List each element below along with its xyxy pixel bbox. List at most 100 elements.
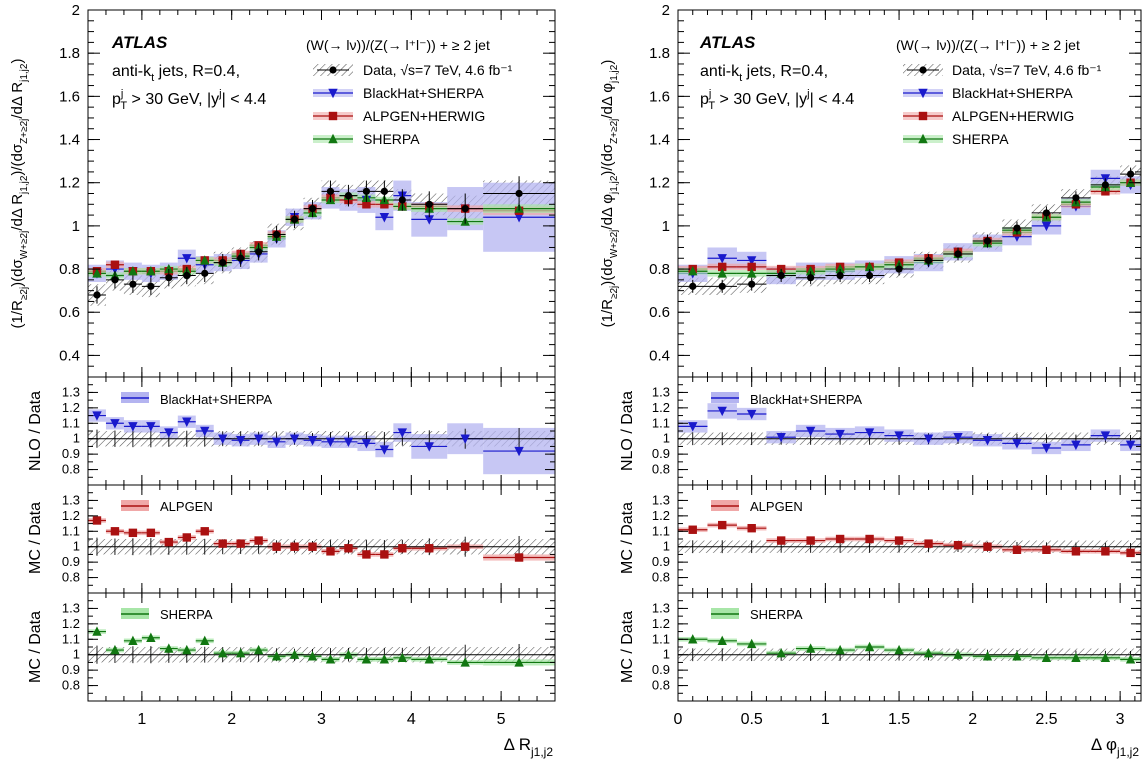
legend-data-label-right: Data, √s=7 TeV, 4.6 fb⁻¹ <box>952 62 1102 78</box>
ratio-sherpa-marker <box>92 626 102 636</box>
ratio-blackhat-marker <box>953 432 963 443</box>
legend-alpgen-label-right: ALPGEN+HERWIG <box>952 108 1074 124</box>
ratio-ytick-label: 1 <box>73 431 80 446</box>
ylabel-ratio-nlo-right: NLO / Data <box>619 391 636 471</box>
ratio-blackhat-marker <box>343 437 354 447</box>
ratio-ytick-label: 1.1 <box>62 631 80 646</box>
data-point <box>954 250 962 258</box>
ratio-blackhat-marker <box>325 437 336 447</box>
data-point <box>290 215 299 224</box>
sherpa-marker <box>128 266 138 276</box>
alpgen-marker <box>380 200 389 209</box>
ytick-label: 0.8 <box>59 261 80 278</box>
legend-data-label: Data, √s=7 TeV, 4.6 fb⁻¹ <box>363 62 513 78</box>
ratio-sherpa-marker <box>1071 652 1081 662</box>
blackhat-marker <box>424 215 434 225</box>
data-point <box>1013 224 1021 232</box>
ratio-blackhat-marker <box>1012 439 1022 449</box>
ratio-sherpa-marker <box>379 654 390 664</box>
ratio-sherpa-marker <box>253 644 264 655</box>
jet-cuts-text: pj T > 30 GeV, |yj| < 4.4 <box>112 88 266 112</box>
ylabel-ratio-mc-right-1: MC / Data <box>619 502 636 574</box>
ratio-sherpa-marker <box>805 643 816 653</box>
ratio-alpgen-marker <box>398 544 407 553</box>
ratio-alpgen-marker <box>200 527 209 536</box>
ratio-alpgen-marker <box>924 539 933 548</box>
ratio-ytick-label: 1.2 <box>62 400 80 415</box>
ratio-sherpa-marker <box>746 638 757 649</box>
ratio-sherpa-marker <box>128 635 138 646</box>
ratio-alpgen-marker <box>254 536 263 545</box>
data-point <box>895 265 903 273</box>
ratio-sherpa-marker <box>325 654 336 664</box>
ratio-ytick-label: 1.3 <box>62 600 80 615</box>
ratio-sherpa-marker <box>235 647 246 658</box>
jet-algorithm-text: anti-kt jets, R=0.4, <box>112 63 240 84</box>
blackhat-marker <box>746 256 757 266</box>
legend-alpgen-marker <box>328 111 338 121</box>
data-point <box>748 280 756 288</box>
y-axis-label: (1/R≥2j)(dσW+≥2j/dΔ φj1,j2)/(dσZ+≥2j/dΔ … <box>599 60 620 328</box>
alpgen-marker <box>747 262 756 272</box>
jet-algorithm-text-right: anti-kt jets, R=0.4, <box>700 63 828 84</box>
ratio-alpgen-marker <box>110 527 120 536</box>
ratio-blackhat-marker <box>460 434 470 444</box>
data-point <box>219 258 227 267</box>
data-point <box>147 282 155 290</box>
blackhat-marker <box>717 254 727 264</box>
ratio-alpgen-marker <box>1126 548 1135 558</box>
ratio-ytick-label: 1 <box>73 539 80 554</box>
ratio-legend-alpgen: ALPGEN <box>160 499 213 514</box>
data-point <box>515 189 523 198</box>
ratio-blackhat-marker <box>982 436 993 446</box>
ratio-sherpa-marker <box>218 647 228 658</box>
ytick-label: 2 <box>662 2 670 19</box>
ratio-blackhat-marker <box>514 446 524 457</box>
ratio-sherpa-marker <box>688 634 698 644</box>
ratio-ytick-label: 0.9 <box>652 554 670 569</box>
ratio-alpgen-marker <box>1042 545 1051 554</box>
data-point <box>380 187 388 195</box>
data-point <box>398 196 406 204</box>
ratio-blackhat-marker <box>289 434 300 444</box>
y-axis-label: (1/R≥2j)(dσW+≥2j/dΔ Rj1,j2)/(dσZ+≥2j/dΔ … <box>9 59 30 329</box>
ratio-alpgen-marker <box>865 534 874 544</box>
ratio-alpgen-marker <box>218 539 227 548</box>
ratio-ytick-label: 1.2 <box>62 616 80 631</box>
ratio-blackhat-marker <box>688 422 698 432</box>
data-point <box>1126 170 1135 178</box>
legend-sherpa-marker <box>918 133 928 144</box>
ratio-sherpa-marker <box>835 644 845 655</box>
x-axis-label: Δ Rj1,j2 <box>504 735 554 759</box>
ratio-sherpa-marker <box>110 644 120 655</box>
ratio-blackhat-marker <box>128 422 138 432</box>
sherpa-marker <box>835 263 845 274</box>
ytick-label: 1.4 <box>59 132 80 149</box>
ratio-alpgen-marker <box>1071 547 1081 556</box>
xtick-label: 1 <box>137 711 146 728</box>
xtick-label: 2 <box>968 711 977 728</box>
ratio-alpgen-marker <box>514 553 524 562</box>
ratio-blackhat-marker <box>1125 440 1136 451</box>
data-point <box>1101 181 1109 189</box>
ratio-blackhat-marker <box>805 426 816 437</box>
ratio-ytick-label: 1.2 <box>652 616 670 631</box>
ytick-label: 1.8 <box>649 45 670 62</box>
data-point <box>255 248 263 256</box>
data-point <box>308 205 317 213</box>
alpgen-marker <box>110 260 120 269</box>
ratio-ytick-label: 1 <box>663 431 670 446</box>
ratio-blackhat-marker <box>424 442 434 452</box>
ratio-alpgen-marker <box>806 536 815 545</box>
data-point <box>1072 194 1080 202</box>
ratio-ytick-label: 1.1 <box>652 415 670 430</box>
ratio-ytick-label: 1.1 <box>62 415 80 430</box>
sherpa-marker <box>805 266 816 276</box>
ratio-blackhat-marker <box>835 429 845 440</box>
ratio-ytick-label: 0.8 <box>652 570 670 585</box>
legend-data-marker <box>919 66 927 74</box>
ratio-ytick-label: 1.3 <box>652 492 670 507</box>
ytick-label: 1.8 <box>59 45 80 62</box>
left-annotations: ATLAS anti-kt jets, R=0.4, pj T > 30 GeV,… <box>27 33 513 683</box>
ytick-label: 1 <box>72 218 80 235</box>
